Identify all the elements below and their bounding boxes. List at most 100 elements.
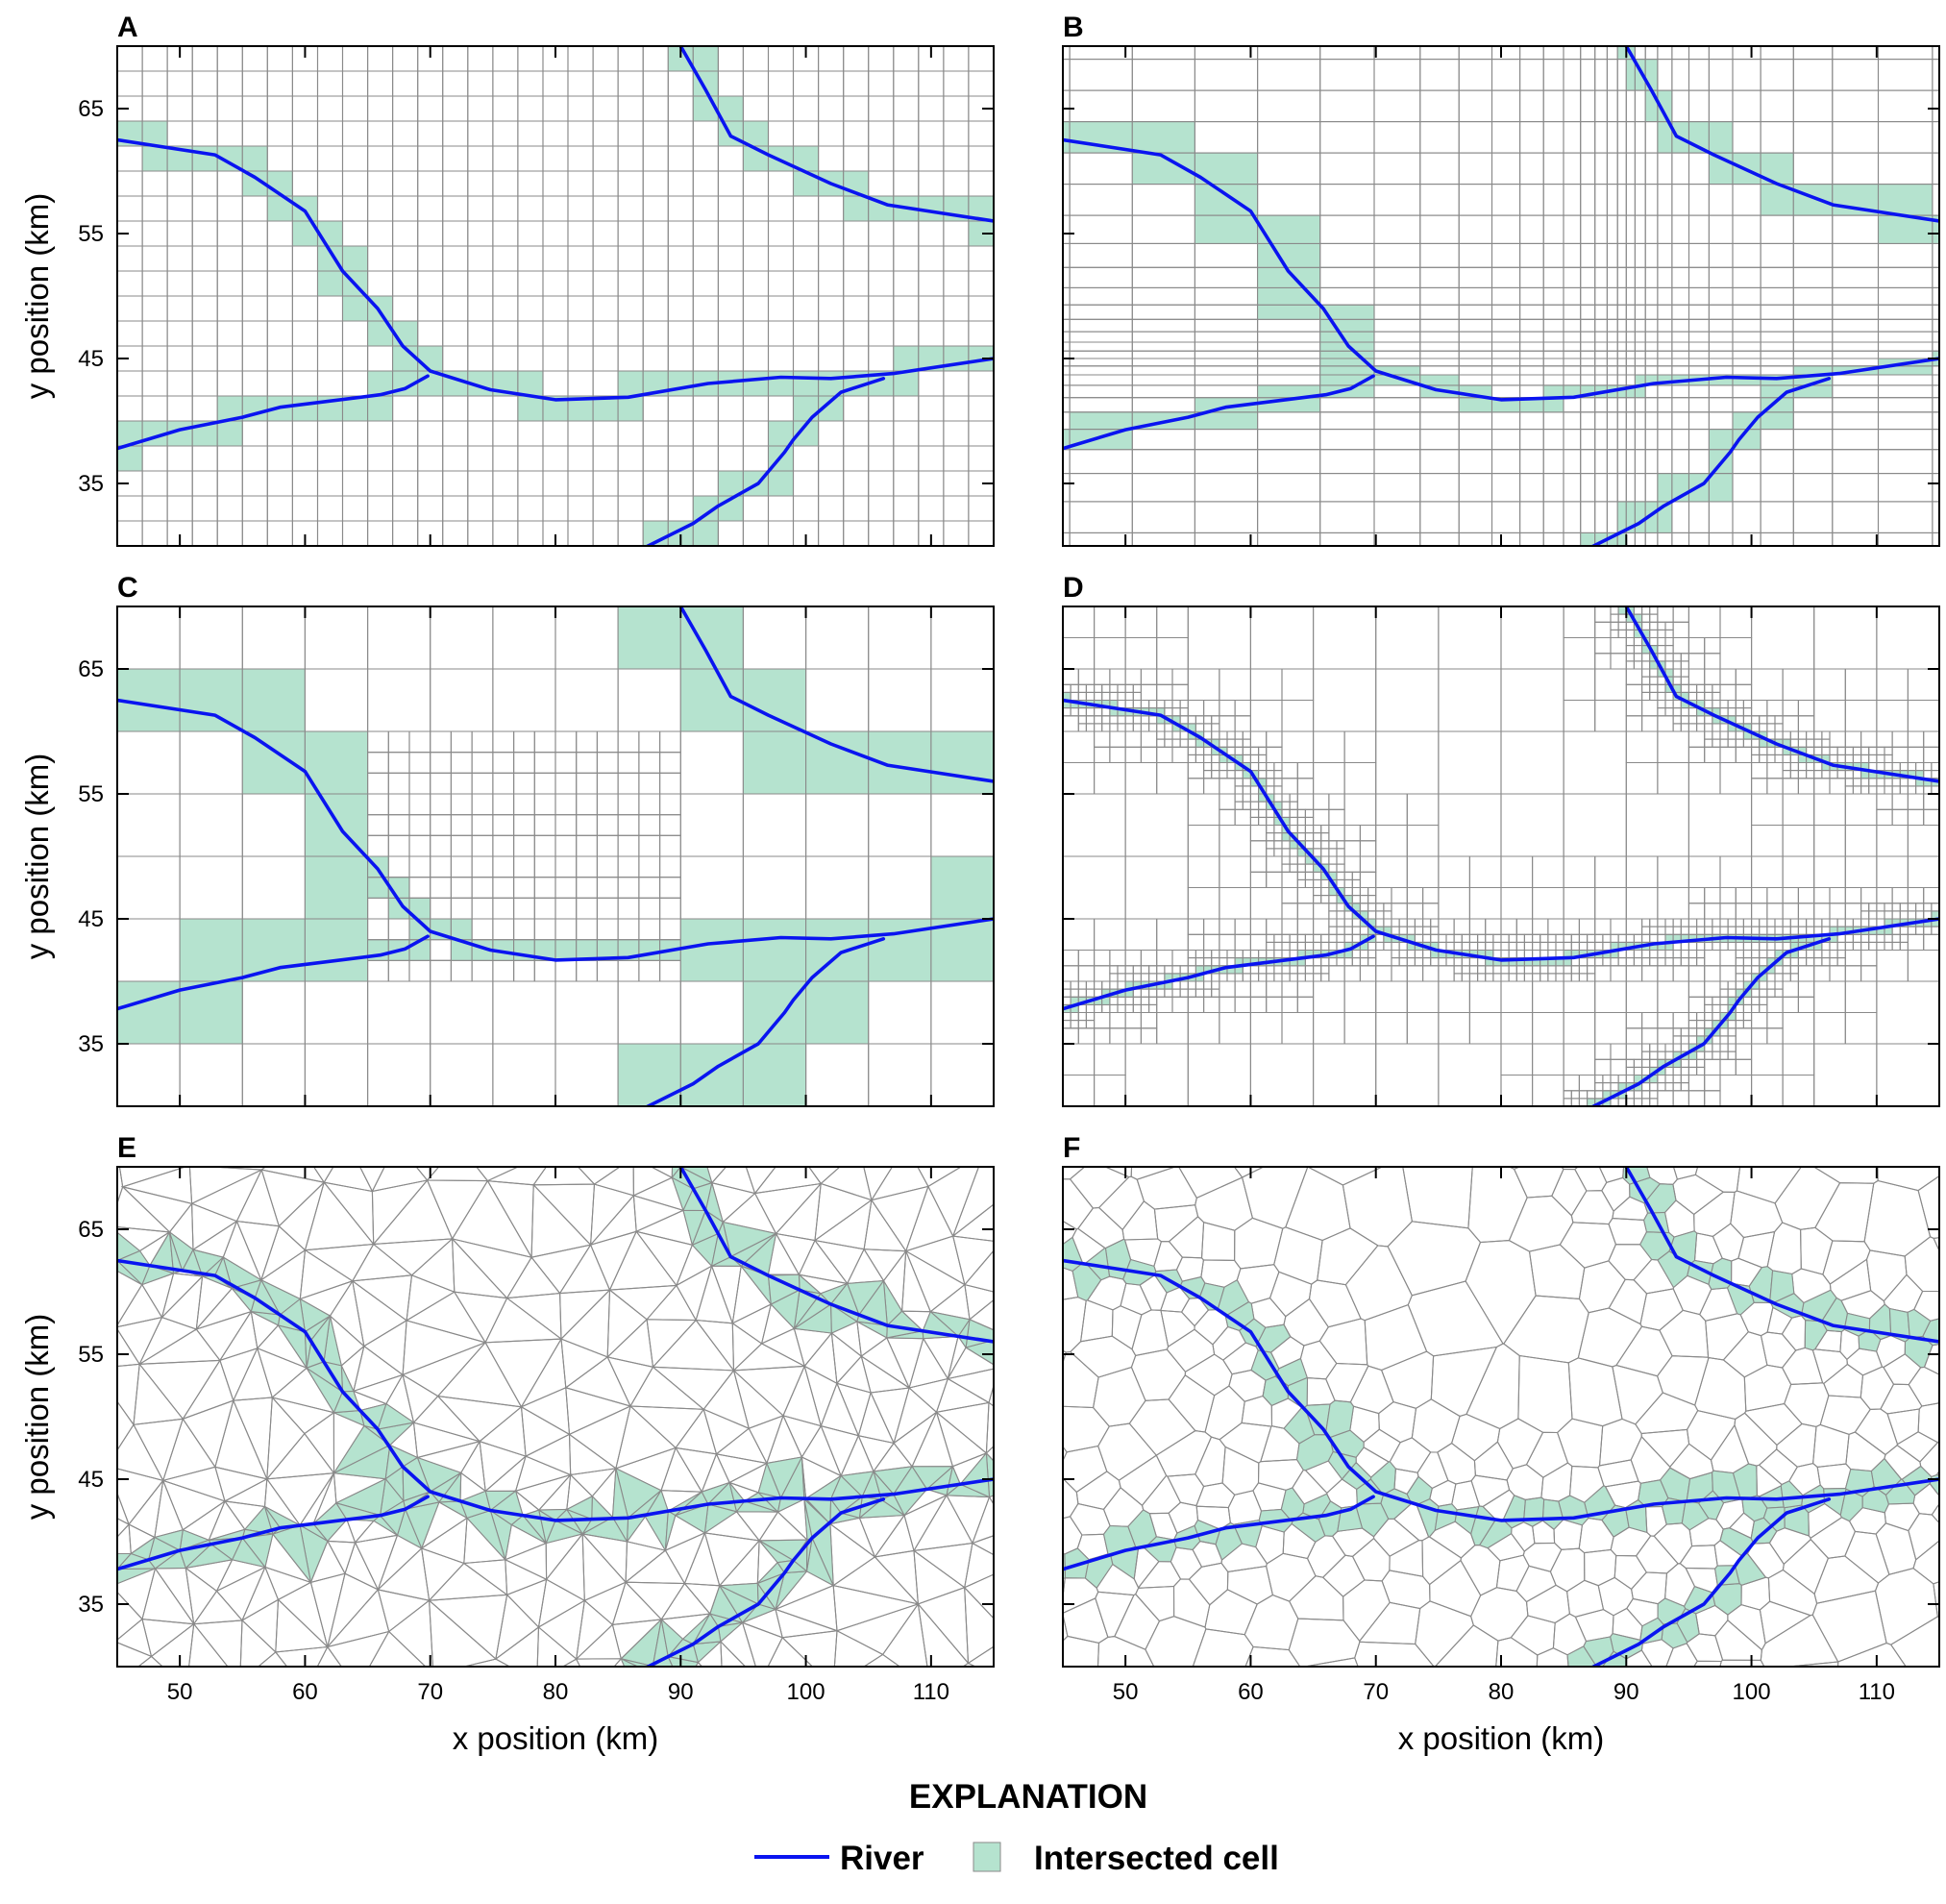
grid-cell <box>702 1408 751 1455</box>
grid-cell <box>1594 606 1612 623</box>
intersected-cell <box>191 145 218 172</box>
intersected-cell <box>805 980 870 1045</box>
grid-cell <box>731 1302 773 1345</box>
grid-cell <box>1570 1190 1614 1225</box>
grid-cell <box>426 1167 489 1182</box>
grid-cell <box>951 1203 994 1242</box>
grid-cell <box>617 46 644 72</box>
grid-cell <box>1913 1290 1939 1322</box>
intersected-cell <box>141 145 168 172</box>
grid-cell <box>968 370 994 397</box>
x-tick-label: 100 <box>787 1679 825 1705</box>
grid-cell <box>1876 606 1939 670</box>
intersected-cell <box>742 370 770 397</box>
grid-cell <box>1025 1502 1059 1554</box>
grid-cell <box>793 1145 905 1150</box>
grid-cell <box>1877 46 1934 61</box>
grid-cell <box>1876 1335 1907 1369</box>
grid-cell <box>930 793 994 857</box>
grid-cell <box>624 1549 686 1585</box>
grid-cell <box>186 1682 306 1691</box>
intersected-cell <box>1257 242 1321 268</box>
grid-cell <box>1563 46 1582 61</box>
grid-cell <box>930 980 994 1045</box>
grid-cell <box>1756 1464 1783 1497</box>
intersected-cell <box>304 918 369 982</box>
grid-cell <box>216 46 243 72</box>
river-line-3 <box>678 46 994 223</box>
intersected-cell <box>1625 59 1636 91</box>
river-line-4 <box>644 376 886 546</box>
intersected-cell <box>179 668 243 732</box>
grid-cell <box>1634 46 1646 61</box>
grid-cell <box>1932 397 1939 413</box>
intersected-cell <box>1566 1645 1598 1667</box>
grid-cell <box>1195 1436 1226 1488</box>
intersected-cell <box>1069 411 1133 431</box>
grid-cell <box>1194 46 1259 61</box>
grid-cell <box>141 46 168 72</box>
intersected-cell <box>1069 429 1133 451</box>
grid-cell <box>354 1534 399 1592</box>
grid-cell <box>1269 1271 1313 1318</box>
panel-c-ticks <box>117 606 994 1106</box>
grid-cell <box>1063 1635 1100 1667</box>
grid-cell <box>1923 746 1939 764</box>
panel-f-grid <box>1025 1167 1939 1667</box>
grid-cell <box>1063 1577 1066 1602</box>
intersected-cell <box>805 918 870 982</box>
grid-cell <box>930 1043 994 1106</box>
grid-cell <box>1495 1554 1530 1593</box>
grid-cell <box>1933 1237 1939 1252</box>
grid-cell <box>1932 184 1939 216</box>
grid-cell <box>1612 1607 1643 1641</box>
grid-cell <box>968 445 994 472</box>
grid-cell <box>357 1674 537 1689</box>
grid-cell <box>1813 606 1878 670</box>
grid-cell <box>530 1244 592 1295</box>
intersected-cell <box>1131 121 1195 154</box>
grid-cell <box>1657 46 1673 61</box>
grid-cell <box>968 1298 994 1331</box>
panel-letter: A <box>117 12 138 43</box>
grid-cell <box>1473 1441 1514 1481</box>
grid-cell <box>560 1147 674 1158</box>
grid-cell <box>1580 46 1596 61</box>
intersected-cell <box>742 730 807 795</box>
panel-a-ticks <box>117 46 994 546</box>
grid-cell <box>564 1356 632 1407</box>
intersected-cell <box>1708 473 1734 503</box>
grid-cell <box>1331 1527 1375 1557</box>
grid-cell <box>1907 699 1939 732</box>
grid-cell <box>117 1642 153 1667</box>
grid-cell <box>1063 1349 1067 1365</box>
intersected-cell <box>617 370 644 397</box>
grid-cell <box>1931 770 1939 779</box>
grid-cell <box>1389 1540 1424 1577</box>
grid-cell <box>1672 606 1689 623</box>
grid-cell <box>417 46 444 72</box>
grid-cell <box>870 1167 929 1201</box>
intersected-cell <box>742 668 807 732</box>
grid-cell <box>492 606 556 670</box>
grid-cell <box>868 46 895 72</box>
grid-cell <box>397 1143 794 1145</box>
grid-cell <box>1551 1168 1588 1217</box>
grid-cell <box>1172 1578 1211 1628</box>
grid-cell <box>542 46 569 72</box>
panel-c-rivers <box>117 606 994 1106</box>
intersected-cell <box>664 1510 677 1551</box>
grid-cell <box>442 46 469 72</box>
grid-cell <box>968 420 994 447</box>
grid-cell <box>968 170 994 197</box>
intersected-cell <box>985 1451 994 1498</box>
intersected-cell <box>1792 184 1834 216</box>
grid-cell <box>1598 1167 1625 1183</box>
intersected-cell <box>1760 411 1794 431</box>
grid-cell <box>732 1343 807 1372</box>
panel-e-grid <box>117 1143 994 1691</box>
grid-cell <box>341 46 369 72</box>
grid-cell <box>1932 429 1939 451</box>
